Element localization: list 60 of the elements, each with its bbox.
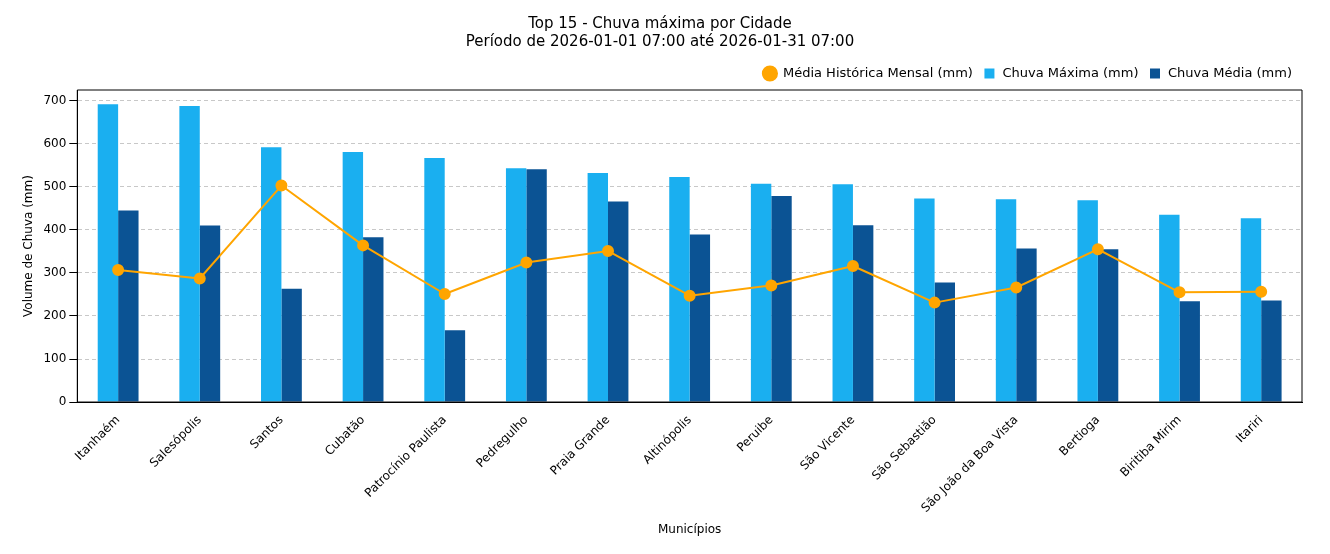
bar — [771, 195, 792, 402]
bar — [587, 173, 609, 402]
bar — [934, 282, 955, 402]
bar — [1261, 300, 1282, 402]
bar — [363, 237, 384, 402]
bar — [1077, 200, 1098, 402]
point — [602, 244, 615, 257]
bar — [669, 176, 690, 402]
bar — [1240, 218, 1262, 402]
y-tick-label: 700 — [43, 92, 67, 107]
point — [112, 263, 125, 276]
bar — [1097, 249, 1119, 402]
point — [765, 279, 778, 292]
bar — [750, 183, 772, 402]
point — [1173, 286, 1186, 299]
bar — [505, 168, 527, 402]
bar — [608, 201, 629, 402]
point — [1010, 281, 1023, 294]
legend-label: Chuva Máxima (mm) — [1002, 64, 1139, 80]
y-axis-title: Volume de Chuva (mm) — [21, 175, 36, 317]
bar — [914, 198, 935, 402]
chart-subtitle: Período de 2026-01-01 07:00 até 2026-01-31 07:00 — [465, 31, 855, 50]
bar — [689, 234, 711, 402]
y-tick-label: 500 — [43, 178, 67, 193]
bar — [444, 330, 466, 402]
bar — [995, 199, 1017, 402]
bar — [97, 104, 119, 402]
bar — [179, 105, 200, 402]
bar — [118, 210, 139, 402]
point — [1255, 285, 1268, 298]
point — [275, 179, 288, 192]
point — [357, 239, 370, 252]
bar — [1159, 214, 1180, 402]
point — [520, 256, 533, 269]
y-tick-label: 400 — [43, 222, 67, 237]
point — [438, 288, 451, 301]
legend-label: Chuva Média (mm) — [1168, 64, 1292, 80]
bar — [1179, 301, 1200, 402]
bar — [832, 184, 853, 402]
point — [1091, 243, 1104, 256]
point — [683, 289, 696, 302]
bar — [261, 147, 282, 402]
point — [928, 296, 941, 309]
y-tick-label: 100 — [43, 351, 67, 366]
bar — [852, 225, 874, 402]
chart-title: Top 15 - Chuva máxima por Cidade — [527, 13, 792, 32]
point — [846, 260, 859, 273]
point — [193, 272, 206, 285]
bar — [199, 225, 221, 402]
bar — [1016, 248, 1037, 402]
y-tick-label: 200 — [43, 308, 67, 323]
bar — [281, 288, 302, 402]
bar — [424, 158, 445, 402]
bar — [342, 151, 364, 402]
y-tick-label: 600 — [43, 135, 67, 150]
y-tick-label: 300 — [43, 265, 67, 280]
legend-label: Média Histórica Mensal (mm) — [782, 64, 973, 80]
y-tick-label: 0 — [58, 394, 67, 409]
bar — [526, 169, 547, 402]
x-axis-title: Municípios — [657, 521, 722, 536]
